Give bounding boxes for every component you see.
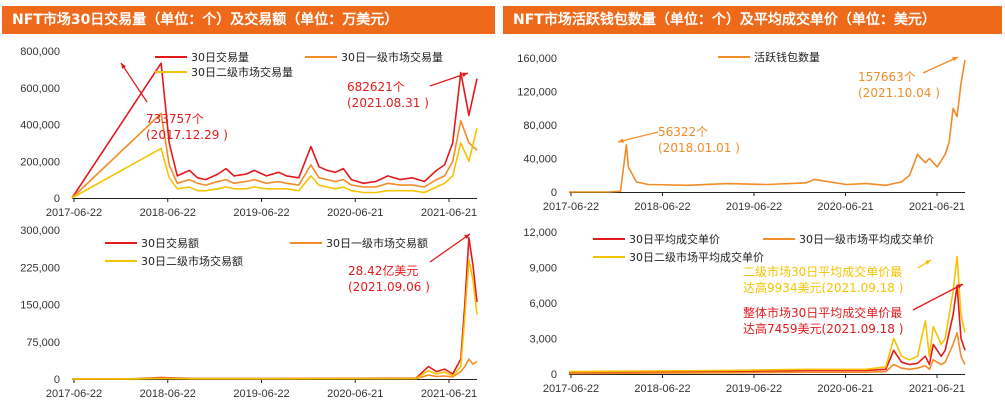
value-ytick-label: 0: [54, 374, 60, 386]
volume-annotation-text-1: (2021.08.31 ): [347, 96, 429, 110]
wallets-annotation-arrow-0: [617, 131, 659, 143]
price-ytick-label: 9,000: [529, 263, 557, 275]
price-annotation-arrow-1: [912, 283, 964, 311]
price-xtick-label: 2020-06-21: [817, 383, 873, 395]
wallets-annotation-text-0: (2018.01.01 ): [658, 141, 740, 155]
price-ytick-label: 12,000: [523, 227, 557, 239]
wallets-annotation-arrowhead-0: [618, 138, 624, 143]
value-xtick-label: 2018-06-22: [140, 388, 196, 400]
wallets-annotation-text-1: (2021.10.04 ): [858, 86, 940, 100]
wallets-chart: 0 40,000 80,000 120,000 160,000 2017-06-22 201…: [517, 50, 966, 213]
price-series-line-2: [568, 255, 966, 373]
volume-legend-label-0: 30日交易量: [191, 50, 249, 64]
volume-series-line-2: [71, 128, 478, 199]
volume-annotation-arrowhead-0: [121, 63, 127, 69]
price-ytick-label: 6,000: [529, 298, 557, 310]
volume-ytick-label: 400,000: [20, 120, 60, 132]
price-annotation-text-0: 达高9934美元(2021.09.18 ): [743, 280, 903, 295]
value-xtick-label: 2019-06-22: [233, 388, 289, 400]
volume-annotation-text-0: 733757个: [146, 112, 204, 126]
value-xtick-label: 2020-06-21: [327, 388, 383, 400]
volume-xtick-label: 2021-06-21: [421, 207, 477, 219]
volume-ytick-label: 0: [54, 193, 60, 205]
wallets-xtick-label: 2019-06-22: [726, 201, 782, 213]
price-legend-label-2: 30日二级市场平均成交单价: [629, 250, 764, 264]
price-chart: 0 3,000 6,000 9,000 12,000 2017-06-22 2018-06-…: [523, 227, 966, 395]
volume-ytick-label: 600,000: [20, 83, 60, 95]
wallets-series-line-0: [569, 59, 966, 193]
volume-annotation-text-0: (2017.12.29 ): [146, 128, 228, 142]
volume-series-line-0: [71, 62, 478, 199]
price-annotation-text-1: 达高7459美元(2021.09.18 ): [743, 321, 903, 336]
volume-annotation-arrowhead-1: [462, 72, 468, 77]
volume-series-line-1: [71, 112, 478, 199]
price-annotation-arrowhead-0: [925, 260, 931, 265]
price-ytick-label: 3,000: [529, 334, 557, 346]
value-xtick-label: 2017-06-22: [46, 388, 102, 400]
value-xtick-label: 2021-06-21: [421, 388, 477, 400]
value-annotation-arrowhead-0: [464, 234, 470, 240]
price-xtick-label: 2019-06-22: [726, 383, 782, 395]
volume-annotation-text-1: 682621个: [347, 80, 405, 94]
wallets-annotation-text-0: 56322个: [658, 125, 708, 139]
volume-annotation-arrow-0: [120, 62, 148, 103]
price-series-line-1: [568, 331, 966, 375]
volume-annotation-arrow-1: [429, 72, 469, 87]
volume-legend-label-2: 30日二级市场交易量: [191, 65, 293, 79]
wallets-xtick-label: 2017-06-22: [543, 201, 599, 213]
volume-ytick-label: 800,000: [20, 46, 60, 58]
volume-legend-label-1: 30日一级市场交易量: [341, 50, 443, 64]
price-annotation-text-1: 整体市场30日平均成交单价最: [743, 305, 902, 320]
value-legend-label-2: 30日二级市场交易额: [141, 254, 243, 268]
volume-xtick-label: 2020-06-21: [327, 207, 383, 219]
wallets-legend-label-0: 活跃钱包数量: [754, 50, 820, 64]
value-series-line-0: [71, 237, 478, 380]
wallets-annotation-arrow-1: [922, 56, 959, 74]
value-legend-label-1: 30日一级市场交易额: [326, 236, 428, 250]
wallets-xtick-label: 2020-06-21: [817, 201, 873, 213]
value-annotation-text-0: 28.42亿美元: [348, 263, 418, 278]
left-panel-header: NFT市场30日交易量（单位：个）及交易额（单位：万美元）: [2, 6, 495, 34]
right-panel-header: NFT市场活跃钱包数量（单位：个）及平均成交单价（单位：美元）: [503, 6, 1002, 34]
wallets-ytick-label: 0: [551, 187, 557, 199]
volume-ytick-label: 200,000: [20, 156, 60, 168]
price-ytick-label: 0: [551, 369, 557, 381]
wallets-ytick-label: 120,000: [517, 87, 557, 99]
value-ytick-label: 150,000: [20, 300, 60, 312]
value-annotation-text-0: (2021.09.06 ): [348, 280, 430, 294]
value-series-line-2: [71, 258, 478, 380]
value-series-line-1: [71, 358, 478, 380]
price-legend-label-0: 30日平均成交单价: [629, 232, 720, 246]
wallets-xtick-label: 2021-06-21: [909, 201, 965, 213]
price-xtick-label: 2018-06-22: [634, 383, 690, 395]
value-ytick-label: 75,000: [26, 337, 60, 349]
wallets-ytick-label: 160,000: [517, 53, 557, 65]
price-annotation-text-0: 二级市场30日平均成交单价最: [743, 264, 902, 279]
value-ytick-label: 300,000: [20, 225, 60, 237]
value-annotation-arrow-0: [429, 233, 471, 263]
value-legend-label-0: 30日交易额: [141, 236, 199, 250]
wallets-ytick-label: 80,000: [523, 120, 557, 132]
wallets-ytick-label: 40,000: [523, 154, 557, 166]
price-legend-label-1: 30日一级市场平均成交单价: [799, 232, 934, 246]
volume-xtick-label: 2019-06-22: [233, 207, 289, 219]
wallets-xtick-label: 2018-06-22: [634, 201, 690, 213]
volume-xtick-label: 2018-06-22: [140, 207, 196, 219]
price-annotation-arrowhead-1: [957, 284, 963, 289]
price-xtick-label: 2021-06-21: [909, 383, 965, 395]
volume-chart: 0 200,000 400,000 600,000 800,000 2017-06-22 2…: [20, 46, 478, 219]
volume-xtick-label: 2017-06-22: [46, 207, 102, 219]
value-chart: 0 75,000 150,000 225,000 300,000 2017-06-22 20…: [20, 225, 478, 400]
price-xtick-label: 2017-06-22: [543, 383, 599, 395]
price-series-line-0: [568, 284, 966, 374]
wallets-annotation-text-1: 157663个: [858, 70, 916, 84]
wallets-annotation-arrowhead-1: [952, 57, 958, 62]
value-ytick-label: 225,000: [20, 262, 60, 274]
